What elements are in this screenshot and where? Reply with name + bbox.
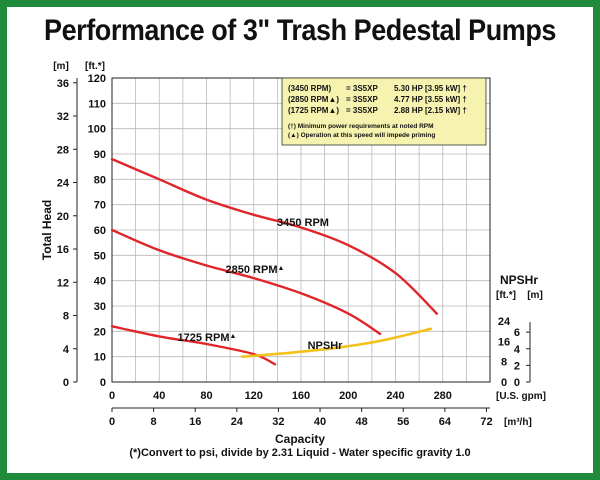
y2-tick-label: 28 — [57, 144, 69, 156]
npsh-m-tick-label: 2 — [514, 360, 520, 372]
legend-model: = 3S5XP — [346, 106, 378, 115]
npsh-m-tick-label: 6 — [514, 327, 520, 339]
x-axis-title: Capacity — [275, 432, 325, 446]
legend-model: = 3S5XP — [346, 84, 378, 93]
y-tick-label: 110 — [88, 98, 106, 110]
curve-2850-rpm-label: 2850 RPM▲ — [226, 264, 285, 276]
x-tick-label: 160 — [292, 390, 310, 402]
x-tick-label: 0 — [109, 390, 115, 402]
x-tick-label: 240 — [386, 390, 404, 402]
curves-layer — [110, 157, 438, 366]
y-tick-label: 70 — [94, 200, 106, 212]
y2-unit-label: [m] — [53, 61, 69, 72]
x2-tick-label: 24 — [231, 416, 244, 428]
legend-note: (†) Minimum power requirements at noted … — [288, 123, 434, 130]
x2-tick-label: 64 — [439, 416, 452, 428]
x2-tick-label: 48 — [356, 416, 368, 428]
axes-layer: 0102030405060708090100110120048121620242… — [40, 61, 546, 446]
y-unit-label: [ft.*] — [85, 61, 105, 72]
npsh-ft-tick-label: 8 — [501, 357, 507, 369]
y2-tick-label: 36 — [57, 78, 69, 90]
x-unit-label: [U.S. gpm] — [496, 391, 546, 402]
npsh-m-unit: [m] — [527, 290, 543, 301]
y2-tick-label: 16 — [57, 244, 69, 256]
curve-1725-rpm-label: 1725 RPM▲ — [178, 332, 237, 344]
x2-tick-label: 40 — [314, 416, 326, 428]
y-tick-label: 10 — [94, 352, 106, 364]
npsh-m-tick-label: 4 — [514, 344, 521, 356]
y2-tick-label: 32 — [57, 111, 69, 123]
npsh-ft-tick-label: 24 — [498, 316, 511, 328]
x-tick-label: 280 — [434, 390, 452, 402]
x2-tick-label: 0 — [109, 416, 115, 428]
legend-note: (▲) Operation at this speed will impede … — [288, 132, 435, 139]
x2-tick-label: 72 — [480, 416, 492, 428]
y-tick-label: 40 — [94, 276, 106, 288]
y-tick-label: 50 — [94, 250, 106, 262]
x2-tick-label: 32 — [272, 416, 284, 428]
y2-tick-label: 12 — [57, 277, 69, 289]
legend-power: 2.88 HP [2.15 kW] † — [394, 106, 467, 115]
legend-rpm: (3450 RPM) — [288, 84, 331, 93]
x2-tick-label: 16 — [189, 416, 201, 428]
labels-layer: 3450 RPM 2850 RPM▲ 1725 RPM▲ NPSHr — [178, 217, 344, 352]
y-tick-label: 60 — [94, 225, 106, 237]
y2-tick-label: 20 — [57, 211, 69, 223]
curve-npshr — [240, 327, 433, 358]
footer-note: (*)Convert to psi, divide by 2.31 Liquid… — [129, 447, 471, 459]
y-tick-label: 120 — [88, 73, 106, 85]
legend-background — [281, 77, 487, 146]
legend-rpm: (1725 RPM▲) — [288, 106, 339, 115]
y-tick-label: 0 — [100, 377, 106, 389]
y-tick-label: 30 — [94, 301, 106, 313]
x-tick-label: 80 — [200, 390, 212, 402]
x-tick-label: 120 — [245, 390, 263, 402]
x-tick-label: 200 — [339, 390, 357, 402]
legend-model: = 3S5XP — [346, 95, 378, 104]
x2-unit-label: [m³/h] — [504, 417, 532, 428]
y-tick-label: 90 — [94, 149, 106, 161]
legend-box: (3450 RPM) = 3S5XP 5.30 HP [3.95 kW] † (285… — [281, 77, 487, 146]
curve-npshr-label: NPSHr — [308, 340, 344, 352]
legend-power: 4.77 HP [3.55 kW] † — [394, 95, 467, 104]
npsh-ft-tick-label: 16 — [498, 336, 510, 348]
npsh-axis-title: NPSHr — [500, 273, 538, 287]
chart-title: Performance of 3" Trash Pedestal Pumps — [44, 14, 556, 47]
y-tick-label: 100 — [88, 124, 106, 136]
npsh-ft-tick-label: 0 — [501, 377, 507, 389]
y-axis-title: Total Head — [40, 200, 54, 260]
npsh-ft-unit: [ft.*] — [496, 290, 516, 301]
npsh-m-tick-label: 0 — [514, 377, 520, 389]
curve-2850-rpm — [110, 228, 382, 336]
y2-tick-label: 24 — [57, 178, 70, 190]
curve-1725-rpm — [110, 325, 277, 366]
legend-power: 5.30 HP [3.95 kW] † — [394, 84, 467, 93]
curve-3450-rpm-label: 3450 RPM — [277, 217, 329, 229]
x-tick-label: 40 — [153, 390, 165, 402]
y2-tick-label: 0 — [63, 377, 69, 389]
legend-rpm: (2850 RPM▲) — [288, 95, 339, 104]
y-tick-label: 80 — [94, 174, 106, 186]
x2-tick-label: 56 — [397, 416, 409, 428]
curve-3450-rpm — [110, 157, 438, 315]
y-tick-label: 20 — [94, 326, 106, 338]
y2-tick-label: 8 — [63, 311, 69, 323]
y2-tick-label: 4 — [63, 344, 70, 356]
x2-tick-label: 8 — [151, 416, 157, 428]
